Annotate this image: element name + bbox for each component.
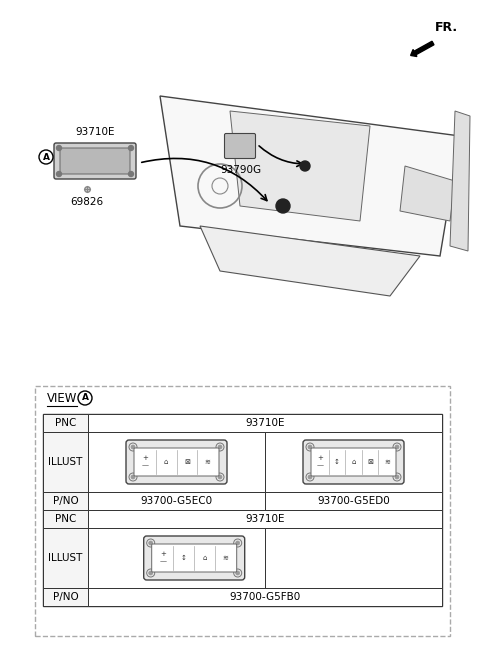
- Text: ↕: ↕: [334, 459, 340, 465]
- Circle shape: [131, 445, 135, 449]
- Text: A: A: [82, 394, 88, 403]
- Bar: [265, 432, 442, 492]
- Bar: [43, 588, 88, 606]
- Circle shape: [57, 171, 61, 176]
- FancyBboxPatch shape: [152, 544, 237, 572]
- Text: ILLUST: ILLUST: [48, 457, 83, 467]
- Text: 93790G: 93790G: [220, 165, 261, 175]
- Bar: [43, 432, 88, 492]
- FancyBboxPatch shape: [35, 386, 450, 636]
- Text: ≋: ≋: [204, 459, 211, 465]
- Text: ≋: ≋: [384, 459, 390, 465]
- Polygon shape: [450, 111, 470, 251]
- FancyBboxPatch shape: [144, 536, 245, 580]
- Text: FR.: FR.: [435, 21, 458, 34]
- Text: +
—: + —: [317, 455, 324, 468]
- Text: +
—: + —: [142, 455, 149, 468]
- Bar: [88, 510, 442, 528]
- Bar: [43, 414, 88, 432]
- Text: VIEW: VIEW: [47, 392, 77, 405]
- Text: 93710E: 93710E: [75, 127, 115, 137]
- Bar: [43, 492, 88, 510]
- Text: 93700-G5FB0: 93700-G5FB0: [229, 592, 300, 602]
- Circle shape: [129, 171, 133, 176]
- Text: +
—: + —: [159, 552, 167, 565]
- Text: A: A: [43, 152, 49, 161]
- Bar: [88, 528, 265, 588]
- Circle shape: [276, 199, 290, 213]
- Text: 93710E: 93710E: [245, 418, 285, 428]
- Polygon shape: [200, 226, 420, 296]
- Text: ⌂: ⌂: [203, 555, 207, 561]
- Circle shape: [308, 475, 312, 479]
- Circle shape: [149, 541, 153, 545]
- Bar: [43, 510, 88, 528]
- Circle shape: [129, 146, 133, 150]
- FancyBboxPatch shape: [126, 440, 227, 484]
- Bar: [265, 492, 442, 510]
- Bar: [88, 588, 442, 606]
- Bar: [88, 492, 265, 510]
- Text: P/NO: P/NO: [53, 496, 78, 506]
- Polygon shape: [400, 166, 455, 221]
- Text: ILLUST: ILLUST: [48, 553, 83, 563]
- Circle shape: [57, 146, 61, 150]
- FancyBboxPatch shape: [134, 448, 219, 476]
- Circle shape: [218, 475, 222, 479]
- Circle shape: [395, 445, 399, 449]
- Circle shape: [236, 541, 240, 545]
- Text: ⊠: ⊠: [367, 459, 373, 465]
- Circle shape: [395, 475, 399, 479]
- Circle shape: [218, 445, 222, 449]
- Circle shape: [131, 475, 135, 479]
- FancyBboxPatch shape: [60, 148, 130, 174]
- Polygon shape: [160, 96, 460, 256]
- Polygon shape: [230, 111, 370, 221]
- FancyBboxPatch shape: [225, 134, 255, 159]
- Text: ↕: ↕: [181, 555, 187, 561]
- FancyArrow shape: [410, 41, 434, 56]
- Text: P/NO: P/NO: [53, 592, 78, 602]
- Text: ≋: ≋: [222, 555, 228, 561]
- Text: ⌂: ⌂: [351, 459, 356, 465]
- Text: 93700-G5EC0: 93700-G5EC0: [141, 496, 213, 506]
- FancyBboxPatch shape: [303, 440, 404, 484]
- Text: PNC: PNC: [55, 418, 76, 428]
- Circle shape: [300, 161, 310, 171]
- FancyBboxPatch shape: [54, 143, 136, 179]
- Text: 93710E: 93710E: [245, 514, 285, 524]
- Text: 93700-G5ED0: 93700-G5ED0: [317, 496, 390, 506]
- Bar: [43, 414, 442, 606]
- Bar: [88, 432, 265, 492]
- Bar: [88, 414, 442, 432]
- Text: 69826: 69826: [71, 197, 104, 207]
- Text: PNC: PNC: [55, 514, 76, 524]
- Bar: [265, 528, 442, 588]
- Text: ⌂: ⌂: [164, 459, 168, 465]
- FancyBboxPatch shape: [311, 448, 396, 476]
- Bar: [43, 528, 88, 588]
- Circle shape: [149, 571, 153, 575]
- Text: ⊠: ⊠: [184, 459, 190, 465]
- Circle shape: [236, 571, 240, 575]
- Circle shape: [308, 445, 312, 449]
